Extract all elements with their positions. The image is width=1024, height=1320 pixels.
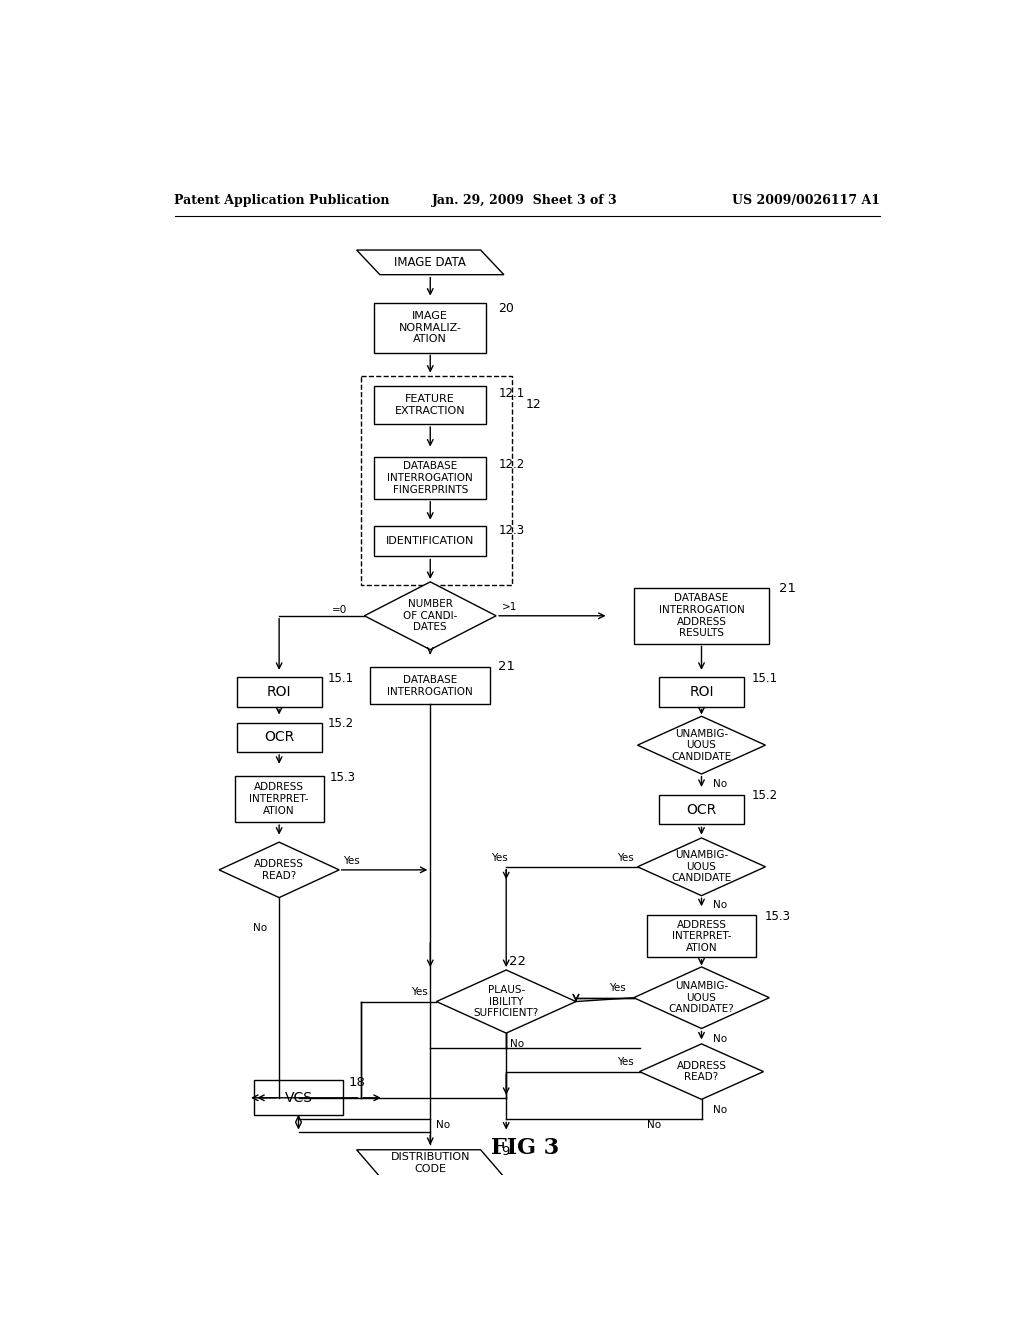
- Text: =0: =0: [332, 605, 347, 615]
- Text: Yes: Yes: [609, 983, 626, 994]
- Text: ROI: ROI: [689, 685, 714, 700]
- Text: 12.3: 12.3: [499, 524, 524, 537]
- Polygon shape: [638, 838, 765, 896]
- Text: DATABASE
INTERROGATION
FINGERPRINTS: DATABASE INTERROGATION FINGERPRINTS: [387, 462, 473, 495]
- Bar: [374, 457, 486, 499]
- Polygon shape: [638, 717, 765, 774]
- Text: No: No: [713, 1105, 727, 1115]
- Bar: [374, 302, 486, 352]
- Text: No: No: [713, 779, 727, 788]
- Polygon shape: [436, 970, 575, 1034]
- Text: 15.2: 15.2: [752, 789, 778, 803]
- Text: 12.1: 12.1: [499, 387, 524, 400]
- Text: Yes: Yes: [343, 855, 359, 866]
- Bar: [647, 915, 756, 957]
- Text: ADDRESS
INTERPRET-
ATION: ADDRESS INTERPRET- ATION: [672, 920, 731, 953]
- Text: IMAGE
NORMALIZ-
ATION: IMAGE NORMALIZ- ATION: [398, 312, 462, 345]
- Polygon shape: [365, 582, 496, 649]
- Bar: [237, 723, 322, 752]
- Text: No: No: [436, 1119, 451, 1130]
- Bar: [634, 589, 769, 644]
- Text: 15.3: 15.3: [765, 909, 792, 923]
- Text: DATABASE
INTERROGATION: DATABASE INTERROGATION: [387, 675, 473, 697]
- Text: IMAGE DATA: IMAGE DATA: [394, 256, 466, 269]
- Polygon shape: [356, 1150, 504, 1176]
- Text: Yes: Yes: [490, 853, 508, 862]
- Text: Patent Application Publication: Patent Application Publication: [174, 194, 390, 207]
- Text: 12: 12: [525, 399, 542, 412]
- Text: UNAMBIG-
UOUS
CANDIDATE?: UNAMBIG- UOUS CANDIDATE?: [669, 981, 734, 1014]
- Text: Yes: Yes: [412, 987, 428, 998]
- Text: 22: 22: [509, 954, 526, 968]
- Text: VCS: VCS: [285, 1090, 312, 1105]
- Bar: [371, 668, 490, 705]
- Text: Yes: Yes: [616, 1057, 633, 1068]
- Polygon shape: [640, 1044, 764, 1100]
- Text: No: No: [253, 923, 267, 933]
- Text: NUMBER
OF CANDI-
DATES: NUMBER OF CANDI- DATES: [403, 599, 458, 632]
- Text: OCR: OCR: [686, 803, 717, 817]
- Text: ROI: ROI: [267, 685, 292, 700]
- Text: No: No: [713, 900, 727, 911]
- Text: 18: 18: [349, 1076, 366, 1089]
- Text: FIG 3: FIG 3: [490, 1137, 559, 1159]
- Bar: [374, 385, 486, 424]
- Text: DATABASE
INTERROGATION
ADDRESS
RESULTS: DATABASE INTERROGATION ADDRESS RESULTS: [658, 594, 744, 638]
- Bar: [254, 1081, 343, 1115]
- Bar: [658, 677, 744, 706]
- Text: 15.1: 15.1: [752, 672, 778, 685]
- Bar: [374, 525, 486, 557]
- Text: No: No: [713, 1034, 727, 1044]
- Bar: [658, 795, 744, 825]
- Text: 21: 21: [499, 660, 515, 673]
- Text: OCR: OCR: [264, 730, 294, 744]
- Text: ADDRESS
READ?: ADDRESS READ?: [254, 859, 304, 880]
- Polygon shape: [356, 249, 504, 275]
- Text: IDENTIFICATION: IDENTIFICATION: [386, 536, 474, 546]
- Text: No: No: [510, 1039, 524, 1049]
- Bar: [234, 776, 324, 822]
- Text: Yes: Yes: [617, 853, 634, 862]
- Text: UNAMBIG-
UOUS
CANDIDATE: UNAMBIG- UOUS CANDIDATE: [672, 850, 731, 883]
- Text: FEATURE
EXTRACTION: FEATURE EXTRACTION: [395, 393, 466, 416]
- Text: 21: 21: [779, 582, 796, 595]
- Text: >1: >1: [503, 602, 518, 611]
- Bar: [237, 677, 322, 706]
- Text: 20: 20: [499, 302, 514, 315]
- Polygon shape: [219, 842, 339, 898]
- Text: US 2009/0026117 A1: US 2009/0026117 A1: [732, 194, 880, 207]
- Text: ADDRESS
INTERPRET-
ATION: ADDRESS INTERPRET- ATION: [250, 783, 309, 816]
- Text: 9: 9: [502, 1146, 510, 1158]
- Text: 15.1: 15.1: [328, 672, 353, 685]
- Polygon shape: [634, 966, 769, 1028]
- Text: 15.2: 15.2: [328, 717, 353, 730]
- Text: PLAUS-
IBILITY
SUFFICIENT?: PLAUS- IBILITY SUFFICIENT?: [473, 985, 539, 1018]
- Text: No: No: [647, 1119, 662, 1130]
- Text: UNAMBIG-
UOUS
CANDIDATE: UNAMBIG- UOUS CANDIDATE: [672, 729, 731, 762]
- Text: ADDRESS
READ?: ADDRESS READ?: [677, 1061, 726, 1082]
- Bar: [360, 376, 512, 585]
- Text: 15.3: 15.3: [330, 771, 355, 784]
- Text: Jan. 29, 2009  Sheet 3 of 3: Jan. 29, 2009 Sheet 3 of 3: [432, 194, 617, 207]
- Text: DISTRIBUTION
CODE: DISTRIBUTION CODE: [390, 1152, 470, 1173]
- Text: 12.2: 12.2: [499, 458, 524, 471]
